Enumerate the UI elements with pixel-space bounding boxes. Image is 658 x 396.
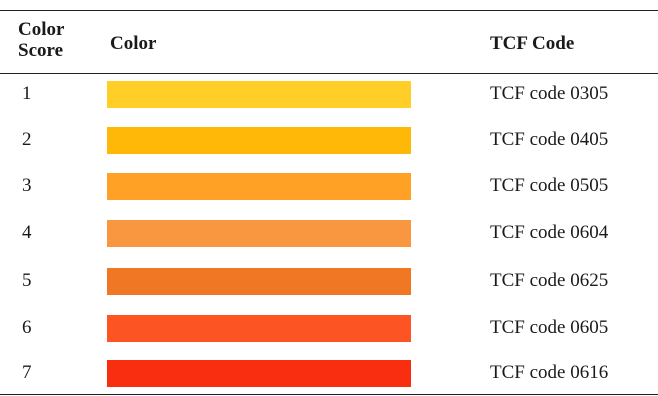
header-color-score-line2: Score	[18, 40, 64, 61]
row-tcf-code: TCF code 0604	[490, 222, 609, 243]
color-swatch	[107, 268, 411, 295]
color-swatch	[107, 220, 411, 247]
table-bottom-rule	[0, 394, 658, 395]
color-swatch	[107, 315, 411, 342]
table-row: 6 TCF code 0605	[0, 305, 658, 351]
row-tcf-code: TCF code 0625	[490, 270, 609, 291]
header-tcf-code: TCF Code	[490, 33, 575, 54]
row-score: 1	[22, 83, 32, 104]
table-row: 4 TCF code 0604	[0, 210, 658, 256]
table-top-rule	[0, 10, 658, 11]
color-swatch	[107, 81, 411, 108]
row-score: 4	[22, 222, 32, 243]
header-color: Color	[110, 33, 157, 54]
row-tcf-code: TCF code 0405	[490, 129, 609, 150]
table-row: 3 TCF code 0505	[0, 163, 658, 209]
row-score: 5	[22, 270, 32, 291]
header-color-score-line1: Color	[18, 19, 65, 40]
table-row: 7 TCF code 0616	[0, 350, 658, 396]
row-score: 7	[22, 362, 32, 383]
row-score: 6	[22, 317, 32, 338]
color-swatch	[107, 173, 411, 200]
row-tcf-code: TCF code 0305	[490, 83, 609, 104]
table-header-rule	[0, 73, 658, 74]
color-swatch	[107, 360, 411, 387]
table-row: 2 TCF code 0405	[0, 117, 658, 163]
table-row: 1 TCF code 0305	[0, 71, 658, 117]
row-score: 3	[22, 175, 32, 196]
color-swatch	[107, 127, 411, 154]
table-row: 5 TCF code 0625	[0, 258, 658, 304]
row-tcf-code: TCF code 0616	[490, 362, 609, 383]
row-tcf-code: TCF code 0505	[490, 175, 609, 196]
header-color-score: Color Score	[18, 19, 64, 61]
row-score: 2	[22, 129, 32, 150]
row-tcf-code: TCF code 0605	[490, 317, 609, 338]
